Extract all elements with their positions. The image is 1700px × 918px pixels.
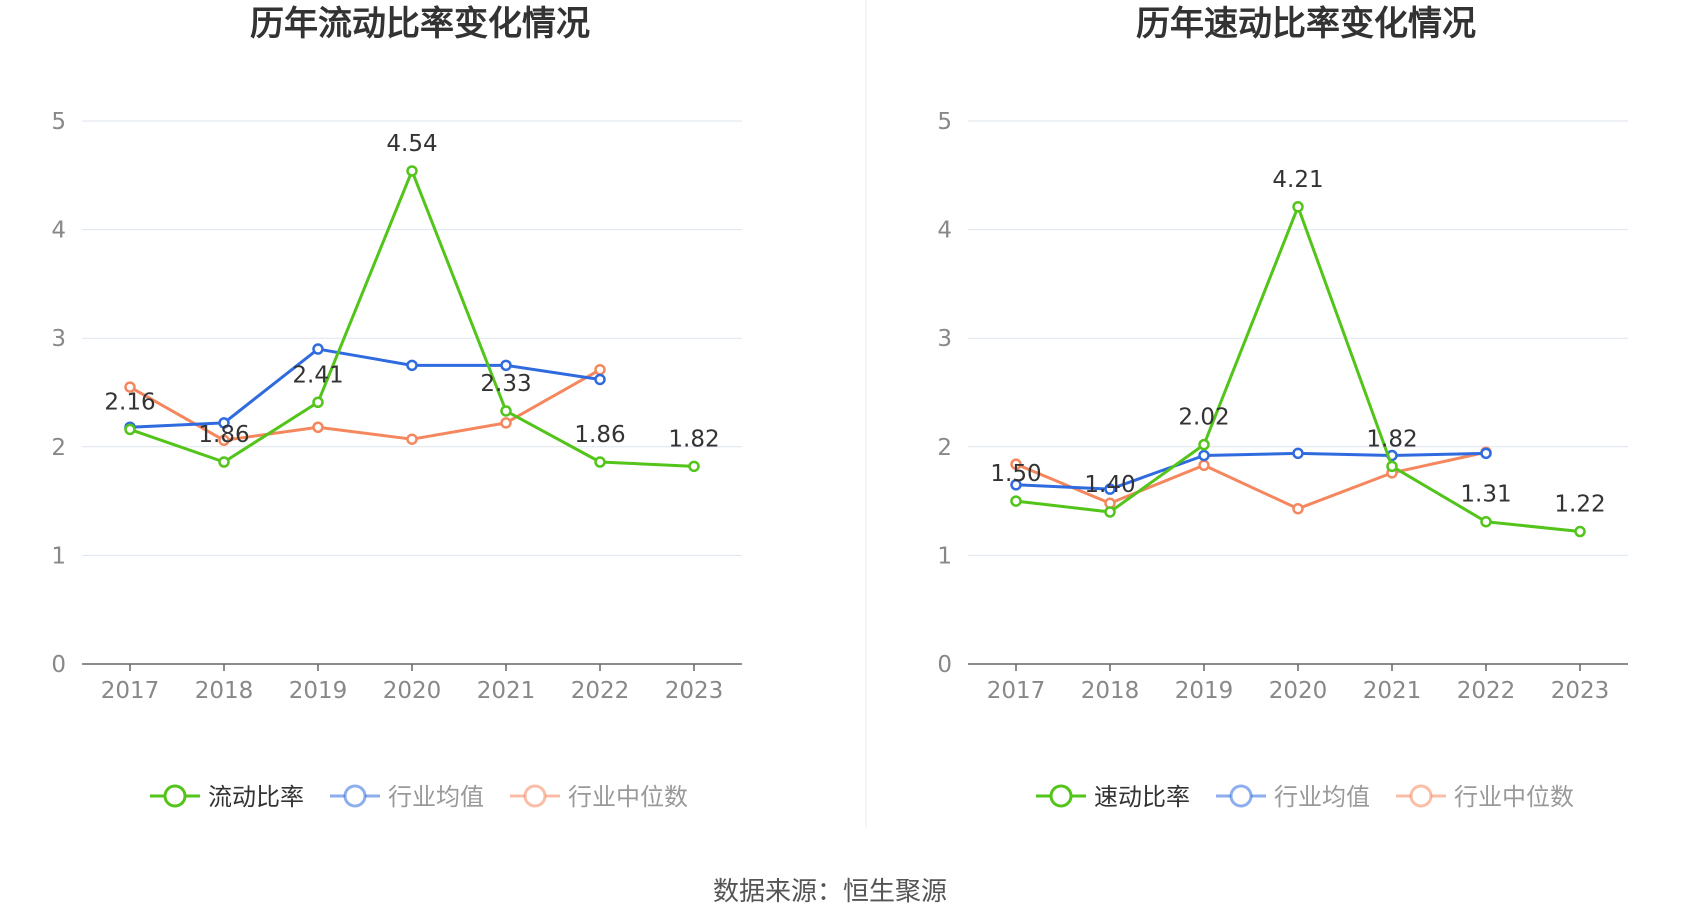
y-tick-label: 2 <box>51 435 66 461</box>
data-label: 1.86 <box>198 422 249 448</box>
y-tick-label: 3 <box>937 326 952 352</box>
data-point-avg <box>218 417 230 429</box>
chart-title: 历年流动比率变化情况 <box>250 4 590 44</box>
data-label: 1.31 <box>1460 482 1511 508</box>
data-label: 2.33 <box>480 371 531 397</box>
y-tick-label: 5 <box>51 109 66 135</box>
data-point-main <box>1574 525 1586 538</box>
data-label: 4.54 <box>386 131 437 157</box>
data-label: 1.40 <box>1084 472 1135 498</box>
x-tick-label: 2021 <box>1363 678 1422 704</box>
current-ratio-chart: 历年流动比率变化情况 0 1 2 3 4 5 2017 2018 2019 2020 2021 2022… <box>51 4 742 811</box>
y-tick-label: 1 <box>937 543 952 569</box>
y-tick-label: 3 <box>51 326 66 352</box>
x-tick-label: 2022 <box>571 678 630 704</box>
data-label: 4.21 <box>1272 167 1323 193</box>
series-line-avg <box>1015 451 1487 491</box>
data-point-main <box>1104 506 1116 518</box>
data-point-avg <box>312 343 324 355</box>
data-point-main <box>1010 495 1022 507</box>
data-point-avg <box>594 373 606 386</box>
y-tick-label: 5 <box>937 109 952 135</box>
legend-label-avg: 行业均值 <box>1274 783 1370 811</box>
data-label: 2.02 <box>1178 405 1229 431</box>
x-tick-label: 2017 <box>101 678 160 704</box>
chart-title: 历年速动比率变化情况 <box>1136 4 1476 44</box>
x-tick-label: 2019 <box>289 678 348 704</box>
series-line-avg <box>129 347 601 429</box>
legend-label-avg: 行业均值 <box>388 783 484 811</box>
data-label: 1.82 <box>668 426 719 452</box>
data-point-avg <box>1010 479 1022 491</box>
legend-label-main: 流动比率 <box>208 783 304 811</box>
data-point-avg <box>1104 483 1116 495</box>
series-line-median <box>1015 450 1487 511</box>
data-label: 2.16 <box>104 389 155 415</box>
y-tick-label: 2 <box>937 435 952 461</box>
y-tick-label: 0 <box>51 652 66 678</box>
x-tick-label: 2022 <box>1457 678 1516 704</box>
y-tick-label: 4 <box>937 218 952 244</box>
data-point-median <box>406 433 418 445</box>
legend-marker-median <box>1409 784 1433 808</box>
data-point-median <box>500 417 512 429</box>
legend-marker-main <box>1049 784 1073 808</box>
legend-marker-main <box>163 784 187 808</box>
x-tick-label: 2018 <box>1081 678 1140 704</box>
x-tick-label: 2019 <box>1175 678 1234 704</box>
y-tick-label: 0 <box>937 652 952 678</box>
data-point-main <box>1198 438 1210 451</box>
data-point-avg <box>406 359 418 372</box>
legend-marker-median <box>523 784 547 808</box>
data-point-main <box>1292 201 1304 213</box>
data-label: 1.82 <box>1366 426 1417 452</box>
data-point-avg <box>500 359 512 372</box>
x-tick-label: 2020 <box>383 678 442 704</box>
data-label: 1.86 <box>574 422 625 448</box>
x-tick-label: 2018 <box>195 678 254 704</box>
data-point-median <box>1198 459 1210 472</box>
data-label: 1.22 <box>1554 492 1605 518</box>
data-point-main <box>1480 515 1492 528</box>
data-point-median <box>1010 458 1022 470</box>
data-point-avg <box>1480 447 1492 460</box>
legend-label-median: 行业中位数 <box>1454 783 1574 811</box>
data-point-main <box>312 396 324 409</box>
data-point-median <box>312 421 324 434</box>
series-line-median <box>129 368 601 442</box>
data-point-main <box>594 456 606 468</box>
data-point-main <box>218 456 230 468</box>
data-point-main <box>688 460 700 473</box>
data-point-main <box>1386 460 1398 473</box>
x-tick-label: 2020 <box>1269 678 1328 704</box>
x-tick-label: 2023 <box>1551 678 1610 704</box>
data-label: 1.50 <box>990 461 1041 487</box>
data-point-avg <box>1198 449 1210 462</box>
data-point-main <box>500 405 512 417</box>
y-tick-label: 1 <box>51 543 66 569</box>
x-tick-label: 2023 <box>665 678 724 704</box>
data-label: 2.41 <box>292 362 343 388</box>
data-point-main <box>124 423 136 436</box>
data-point-main <box>406 165 418 177</box>
legend-label-median: 行业中位数 <box>568 783 688 811</box>
data-point-median <box>124 381 136 393</box>
legend-marker-avg <box>1229 784 1253 808</box>
legend-label-main: 速动比率 <box>1094 783 1190 811</box>
quick-ratio-chart: 历年速动比率变化情况 0 1 2 3 4 5 2017 2018 2019 2020 2021 2022… <box>937 4 1628 811</box>
data-point-median <box>1292 502 1304 515</box>
data-point-median <box>594 363 606 376</box>
y-tick-label: 4 <box>51 218 66 244</box>
x-tick-label: 2017 <box>987 678 1046 704</box>
x-tick-label: 2021 <box>477 678 536 704</box>
data-point-avg <box>1292 447 1304 460</box>
legend-marker-avg <box>343 784 367 808</box>
data-point-median <box>218 434 230 447</box>
data-source: 数据来源：恒生聚源 <box>713 877 947 907</box>
